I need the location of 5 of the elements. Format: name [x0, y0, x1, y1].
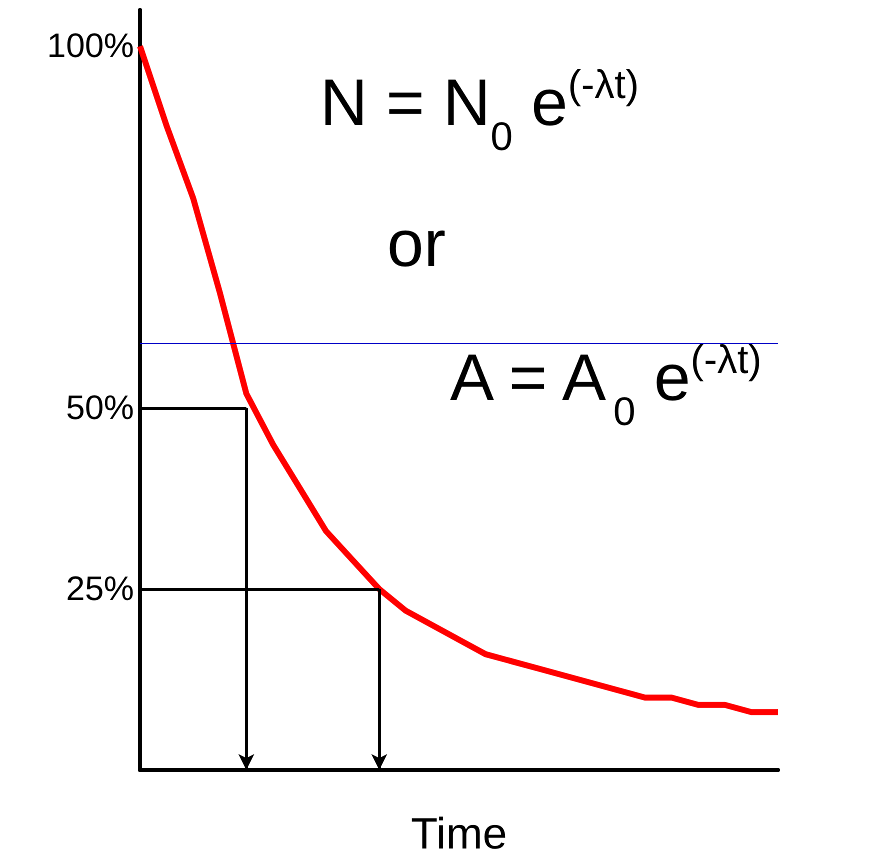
y-tick-label: 50%: [66, 389, 134, 428]
annotation: or: [387, 206, 446, 280]
x-axis-title: Time: [410, 810, 508, 858]
y-tick-label: 100%: [47, 27, 134, 66]
y-tick-label: 25%: [66, 570, 134, 608]
